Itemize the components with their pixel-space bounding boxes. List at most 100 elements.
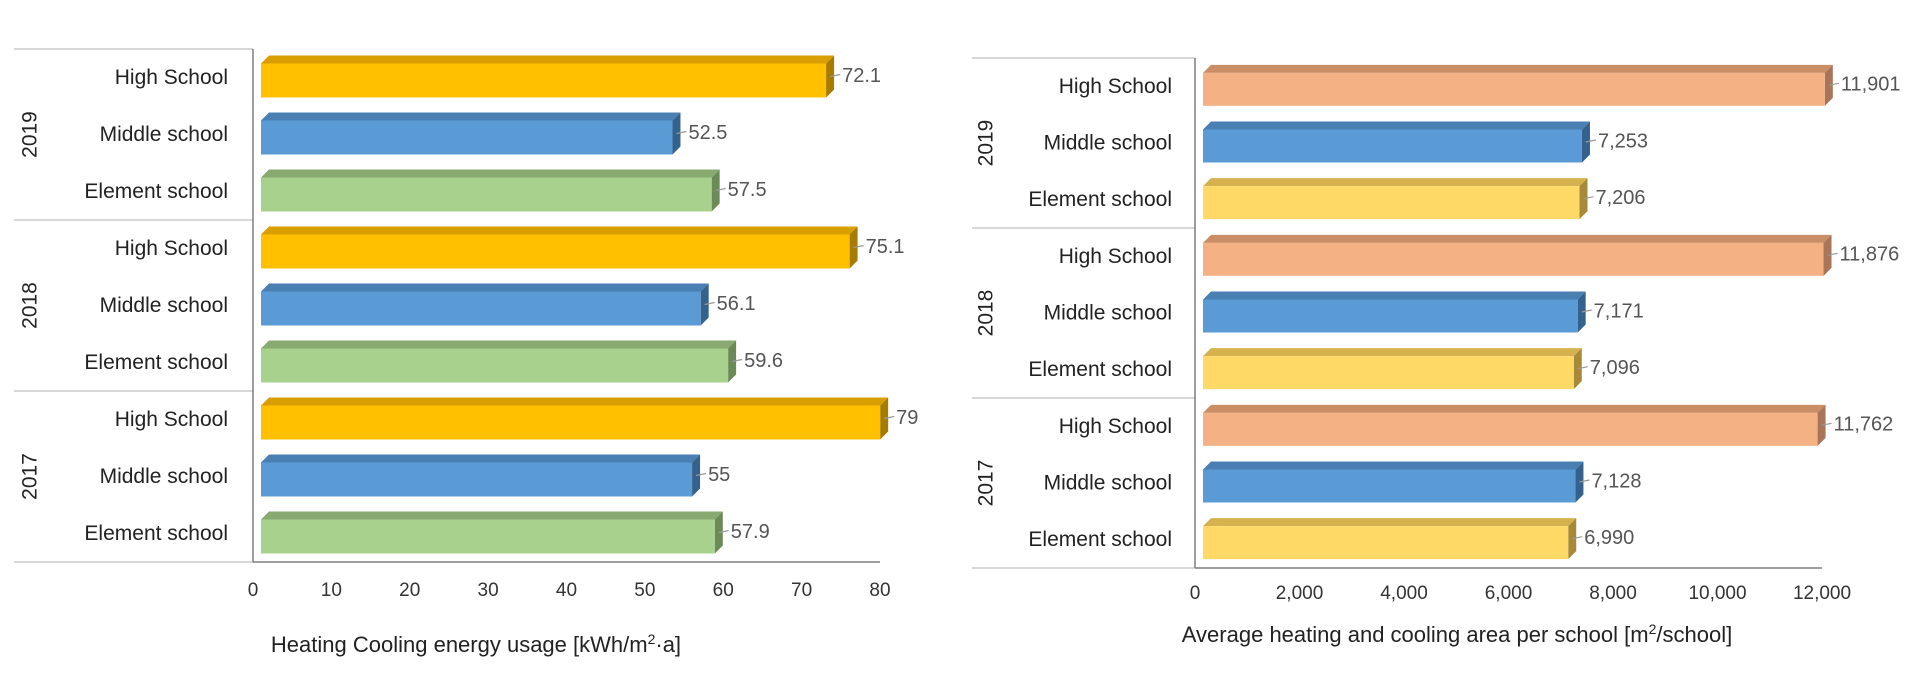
data-label-2019-high-school: 11,901 <box>1841 74 1901 96</box>
data-label-2017-element-school: 57.9 <box>731 521 770 543</box>
data-label-leader <box>1572 536 1583 540</box>
bar-2018-high-school <box>1203 234 1832 276</box>
bar-top-face <box>261 169 720 178</box>
x-tick-label: 10,000 <box>1688 583 1746 604</box>
data-label-2017-element-school: 6,990 <box>1584 527 1634 549</box>
bar-2019-high-school <box>1203 64 1833 106</box>
x-axis-title: Average heating and cooling area per sch… <box>1182 621 1732 647</box>
data-label-leader <box>715 187 726 192</box>
data-label-leader <box>853 244 864 249</box>
data-label-2018-high-school: 75.1 <box>866 236 905 258</box>
year-label-2019: 2019 <box>975 120 998 167</box>
data-label-leader <box>1585 139 1597 143</box>
bar-2017-high-school <box>1203 404 1826 446</box>
bar-2018-middle-school <box>261 283 709 326</box>
data-label-2018-middle-school: 56.1 <box>717 293 756 315</box>
bar-top-face <box>1203 178 1588 187</box>
bar-front-face <box>1203 469 1576 503</box>
category-label: Element school <box>84 351 228 374</box>
year-label-2017: 2017 <box>19 453 42 500</box>
bar-2019-middle-school <box>261 112 681 155</box>
category-label: Element school <box>1028 358 1172 381</box>
x-tick-label: 60 <box>713 580 734 601</box>
bar-side-face <box>1823 234 1832 276</box>
bar-top-face <box>1203 291 1586 300</box>
x-tick-label: 70 <box>791 580 812 601</box>
bar-front-face <box>261 177 712 212</box>
category-label: High School <box>115 237 228 260</box>
data-label-2017-middle-school: 55 <box>708 464 730 486</box>
bar-top-face <box>261 340 737 349</box>
bar-top-face <box>261 55 835 64</box>
chart-1: 2019 High School 72.1 Middle school 52.5 Elem… <box>14 48 918 657</box>
bar-front-face <box>1203 129 1582 163</box>
bar-top-face <box>1203 64 1833 73</box>
data-label-leader <box>695 472 707 477</box>
bar-2018-element-school <box>261 340 737 383</box>
category-label: Element school <box>84 180 228 203</box>
category-label: High School <box>1059 245 1172 268</box>
data-label-leader <box>731 358 743 363</box>
data-label-2019-element-school: 7,206 <box>1596 187 1646 209</box>
bar-top-face <box>261 283 709 292</box>
chart-2: 2019 High School 11,901 Middle school 7,253 E… <box>972 57 1901 647</box>
category-label: Middle school <box>1044 302 1172 325</box>
data-label-2018-middle-school: 7,171 <box>1594 300 1644 322</box>
year-label-2017: 2017 <box>975 460 998 507</box>
year-label-2019: 2019 <box>19 111 42 158</box>
data-label-2019-middle-school: 7,253 <box>1598 130 1648 152</box>
bar-top-face <box>261 397 889 406</box>
year-label-2018: 2018 <box>19 282 42 329</box>
data-label-leader <box>829 73 841 78</box>
data-label-2018-element-school: 7,096 <box>1590 357 1640 379</box>
data-label-leader <box>718 529 729 534</box>
data-label-2019-middle-school: 52.5 <box>688 122 727 144</box>
bar-top-face <box>1203 518 1577 527</box>
data-label-leader <box>676 130 687 135</box>
bar-front-face <box>261 291 701 326</box>
bar-front-face <box>261 63 827 98</box>
x-tick-label: 40 <box>556 580 577 601</box>
x-tick-label: 4,000 <box>1380 583 1428 604</box>
data-label-2018-high-school: 11,876 <box>1840 244 1900 266</box>
bar-top-face <box>1203 461 1584 470</box>
bar-top-face <box>261 511 723 520</box>
data-label-leader <box>1577 366 1588 370</box>
bar-2019-element-school <box>261 169 720 212</box>
category-label: Element school <box>84 522 228 545</box>
data-label-leader <box>1583 196 1594 200</box>
data-label-leader <box>1827 252 1838 256</box>
bar-2017-high-school <box>261 397 889 440</box>
category-label: High School <box>115 66 228 89</box>
bar-front-face <box>261 519 715 554</box>
x-tick-label: 50 <box>634 580 655 601</box>
x-tick-label: 30 <box>478 580 499 601</box>
category-label: Middle school <box>1044 132 1172 155</box>
x-tick-label: 20 <box>399 580 420 601</box>
bar-top-face <box>1203 404 1826 413</box>
category-label: High School <box>1059 75 1172 98</box>
bar-top-face <box>1203 234 1832 243</box>
bar-2017-middle-school <box>261 454 701 497</box>
data-label-leader <box>1821 422 1832 426</box>
bar-top-face <box>1203 121 1590 130</box>
category-label: Middle school <box>100 294 228 317</box>
category-label: High School <box>115 408 228 431</box>
bar-front-face <box>1203 412 1818 446</box>
data-label-2019-high-school: 72.1 <box>842 65 881 87</box>
category-label: Middle school <box>1044 472 1172 495</box>
bar-front-face <box>261 348 729 383</box>
category-label: Middle school <box>100 123 228 146</box>
data-label-leader <box>1828 82 1839 86</box>
data-label-2018-element-school: 59.6 <box>744 350 783 372</box>
bar-top-face <box>1203 348 1582 357</box>
category-label: Element school <box>1028 188 1172 211</box>
bar-2018-element-school <box>1203 348 1582 390</box>
bar-2017-middle-school <box>1203 461 1584 503</box>
data-label-leader <box>704 301 715 306</box>
bar-2019-element-school <box>1203 178 1588 220</box>
x-tick-label: 2,000 <box>1276 583 1324 604</box>
bar-front-face <box>1203 242 1824 276</box>
x-tick-label: 8,000 <box>1589 583 1637 604</box>
data-label-leader <box>884 415 895 420</box>
